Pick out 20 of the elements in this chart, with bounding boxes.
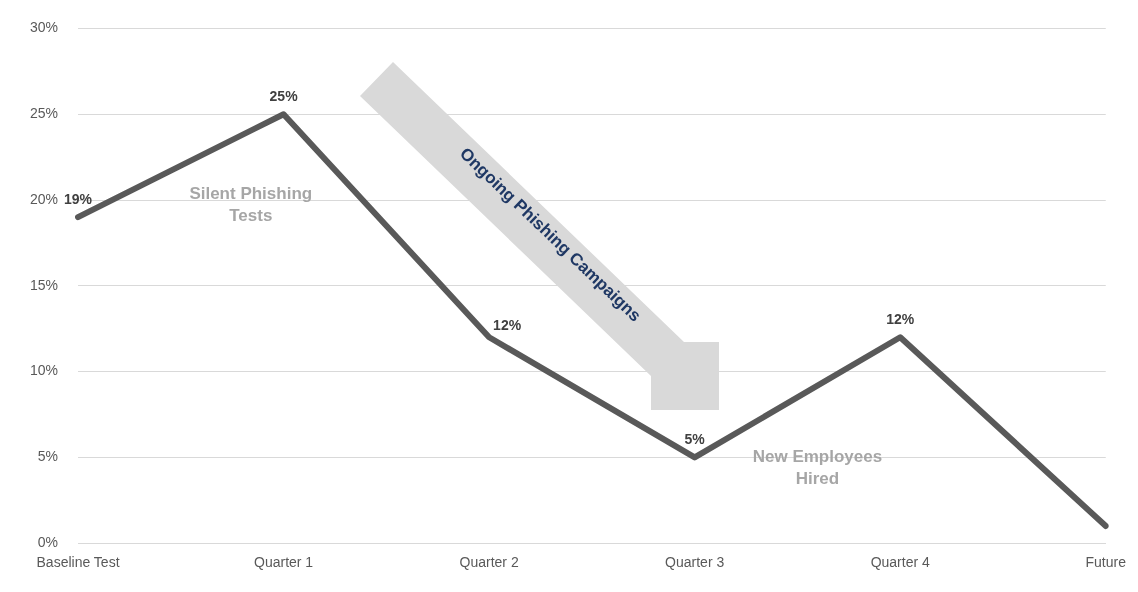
data-label: 25% (269, 88, 299, 105)
y-tick-label: 30% (29, 19, 59, 36)
x-tick-label: Future (1085, 554, 1127, 571)
annotation: New Employees Hired (751, 445, 884, 490)
y-tick-label: 0% (37, 534, 59, 551)
y-tick-label: 25% (29, 105, 59, 122)
data-label: 12% (493, 317, 522, 334)
y-tick-label: 20% (29, 190, 59, 207)
x-tick-label: Quarter 2 (459, 554, 519, 571)
data-label: 12% (886, 311, 915, 328)
x-tick-label: Quarter 4 (870, 554, 930, 571)
data-label: 5% (684, 431, 706, 448)
y-tick-label: 15% (29, 276, 59, 293)
annotation: Silent Phishing Tests (188, 183, 314, 228)
x-tick-label: Quarter 1 (254, 554, 314, 571)
y-tick-label: 5% (37, 448, 59, 465)
data-label: 19% (64, 191, 93, 208)
x-tick-label: Baseline Test (36, 554, 120, 571)
y-tick-label: 10% (29, 362, 59, 379)
x-tick-label: Quarter 3 (665, 554, 725, 571)
